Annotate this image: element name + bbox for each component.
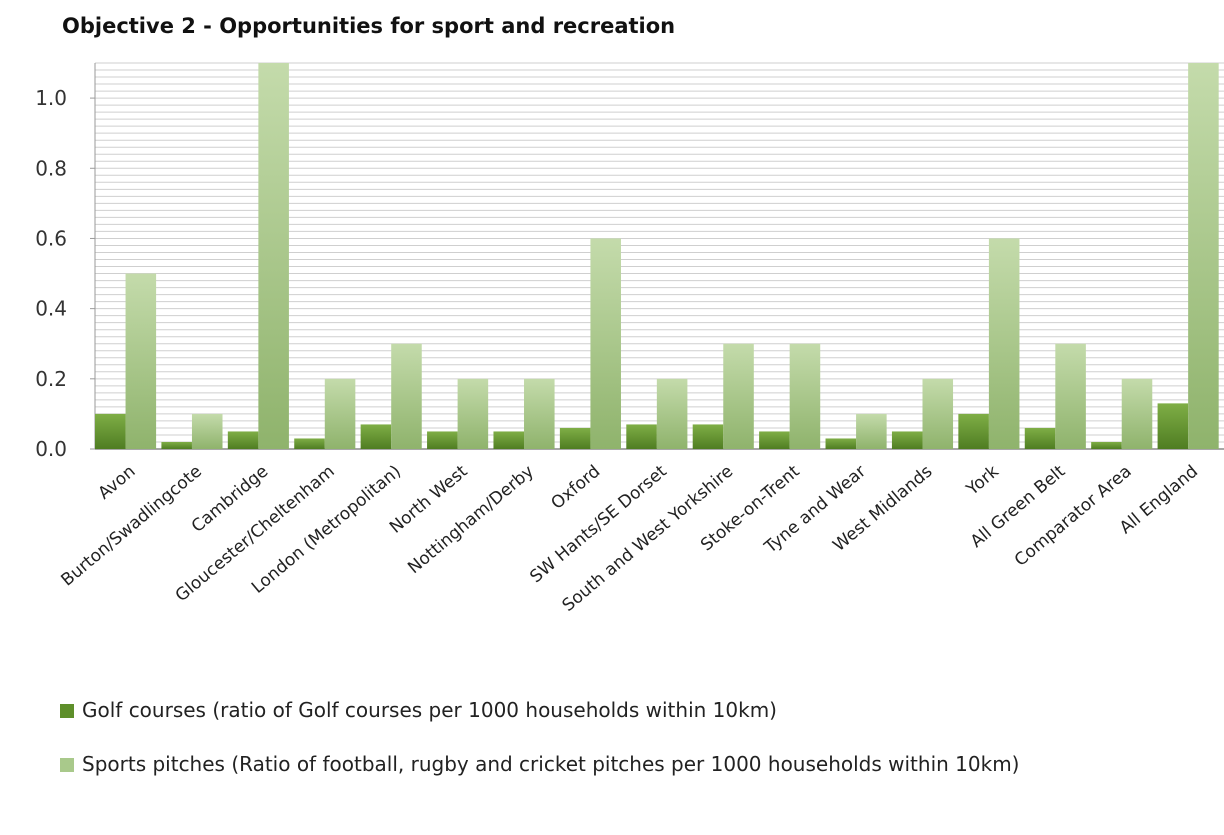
- bar-sports-pitches: [723, 343, 754, 449]
- x-category-label: Avon: [94, 462, 139, 504]
- x-category-label: Oxford: [548, 462, 605, 514]
- legend-swatch-pitches: [60, 758, 74, 772]
- bar-sports-pitches: [391, 343, 422, 449]
- bar-sports-pitches: [656, 378, 688, 449]
- bar-sports-pitches: [988, 238, 1020, 449]
- bar-golf-courses: [559, 427, 591, 449]
- y-tick-label: 0.0: [35, 437, 67, 461]
- bar-golf-courses: [227, 431, 259, 449]
- bar-sports-pitches: [1188, 63, 1219, 449]
- legend-item-golf: Golf courses (ratio of Golf courses per …: [60, 698, 777, 722]
- bar-sports-pitches: [1121, 378, 1153, 449]
- bar-golf-courses: [1024, 427, 1056, 449]
- legend-label-pitches: Sports pitches (Ratio of football, rugby…: [82, 752, 1020, 776]
- y-tick-label: 0.8: [35, 156, 67, 180]
- y-tick-labels: 0.0 0.2 0.4 0.6 0.8 1.0: [35, 86, 95, 461]
- bar-sports-pitches: [457, 378, 489, 449]
- bar-golf-courses: [161, 441, 192, 449]
- bar-golf-courses: [958, 413, 989, 449]
- bar-sports-pitches: [789, 343, 821, 449]
- x-category-label: Comparator Area: [1011, 462, 1136, 571]
- bar-sports-pitches: [125, 273, 157, 449]
- bar-golf-courses: [626, 424, 657, 449]
- legend-label-golf: Golf courses (ratio of Golf courses per …: [82, 698, 777, 722]
- bar-golf-courses: [493, 431, 525, 449]
- bar-sports-pitches: [191, 413, 223, 449]
- bar-sports-pitches: [324, 378, 356, 449]
- legend-item-pitches: Sports pitches (Ratio of football, rugby…: [60, 752, 1019, 776]
- bar-golf-courses: [1157, 403, 1189, 449]
- bar-golf-courses: [95, 413, 126, 449]
- bar-golf-courses: [759, 431, 790, 449]
- bar-golf-courses: [427, 431, 458, 449]
- y-tick-label: 0.6: [35, 226, 67, 250]
- chart-title: Objective 2 - Opportunities for sport an…: [62, 14, 676, 38]
- y-tick-label: 1.0: [35, 86, 67, 110]
- bar-golf-courses: [360, 424, 392, 449]
- legend-swatch-golf: [60, 704, 74, 718]
- x-category-label: York: [962, 461, 1003, 500]
- bar-sports-pitches: [856, 413, 887, 449]
- bar-golf-courses: [692, 424, 724, 449]
- y-tick-label: 0.2: [35, 367, 67, 391]
- bar-golf-courses: [825, 438, 857, 449]
- bar-golf-courses: [891, 431, 923, 449]
- bars: [95, 63, 1219, 449]
- bar-sports-pitches: [922, 378, 954, 449]
- bar-sports-pitches: [524, 378, 555, 449]
- x-category-label: Nottingham/Derby: [404, 462, 538, 579]
- bar-sports-pitches: [590, 238, 621, 449]
- x-category-labels: AvonBurton/SwadlingcoteCambridgeGloucest…: [58, 461, 1202, 615]
- bar-golf-courses: [1091, 441, 1122, 449]
- y-tick-label: 0.4: [35, 297, 67, 321]
- bar-sports-pitches: [258, 63, 289, 449]
- bar-golf-courses: [294, 438, 325, 449]
- bar-sports-pitches: [1055, 343, 1086, 449]
